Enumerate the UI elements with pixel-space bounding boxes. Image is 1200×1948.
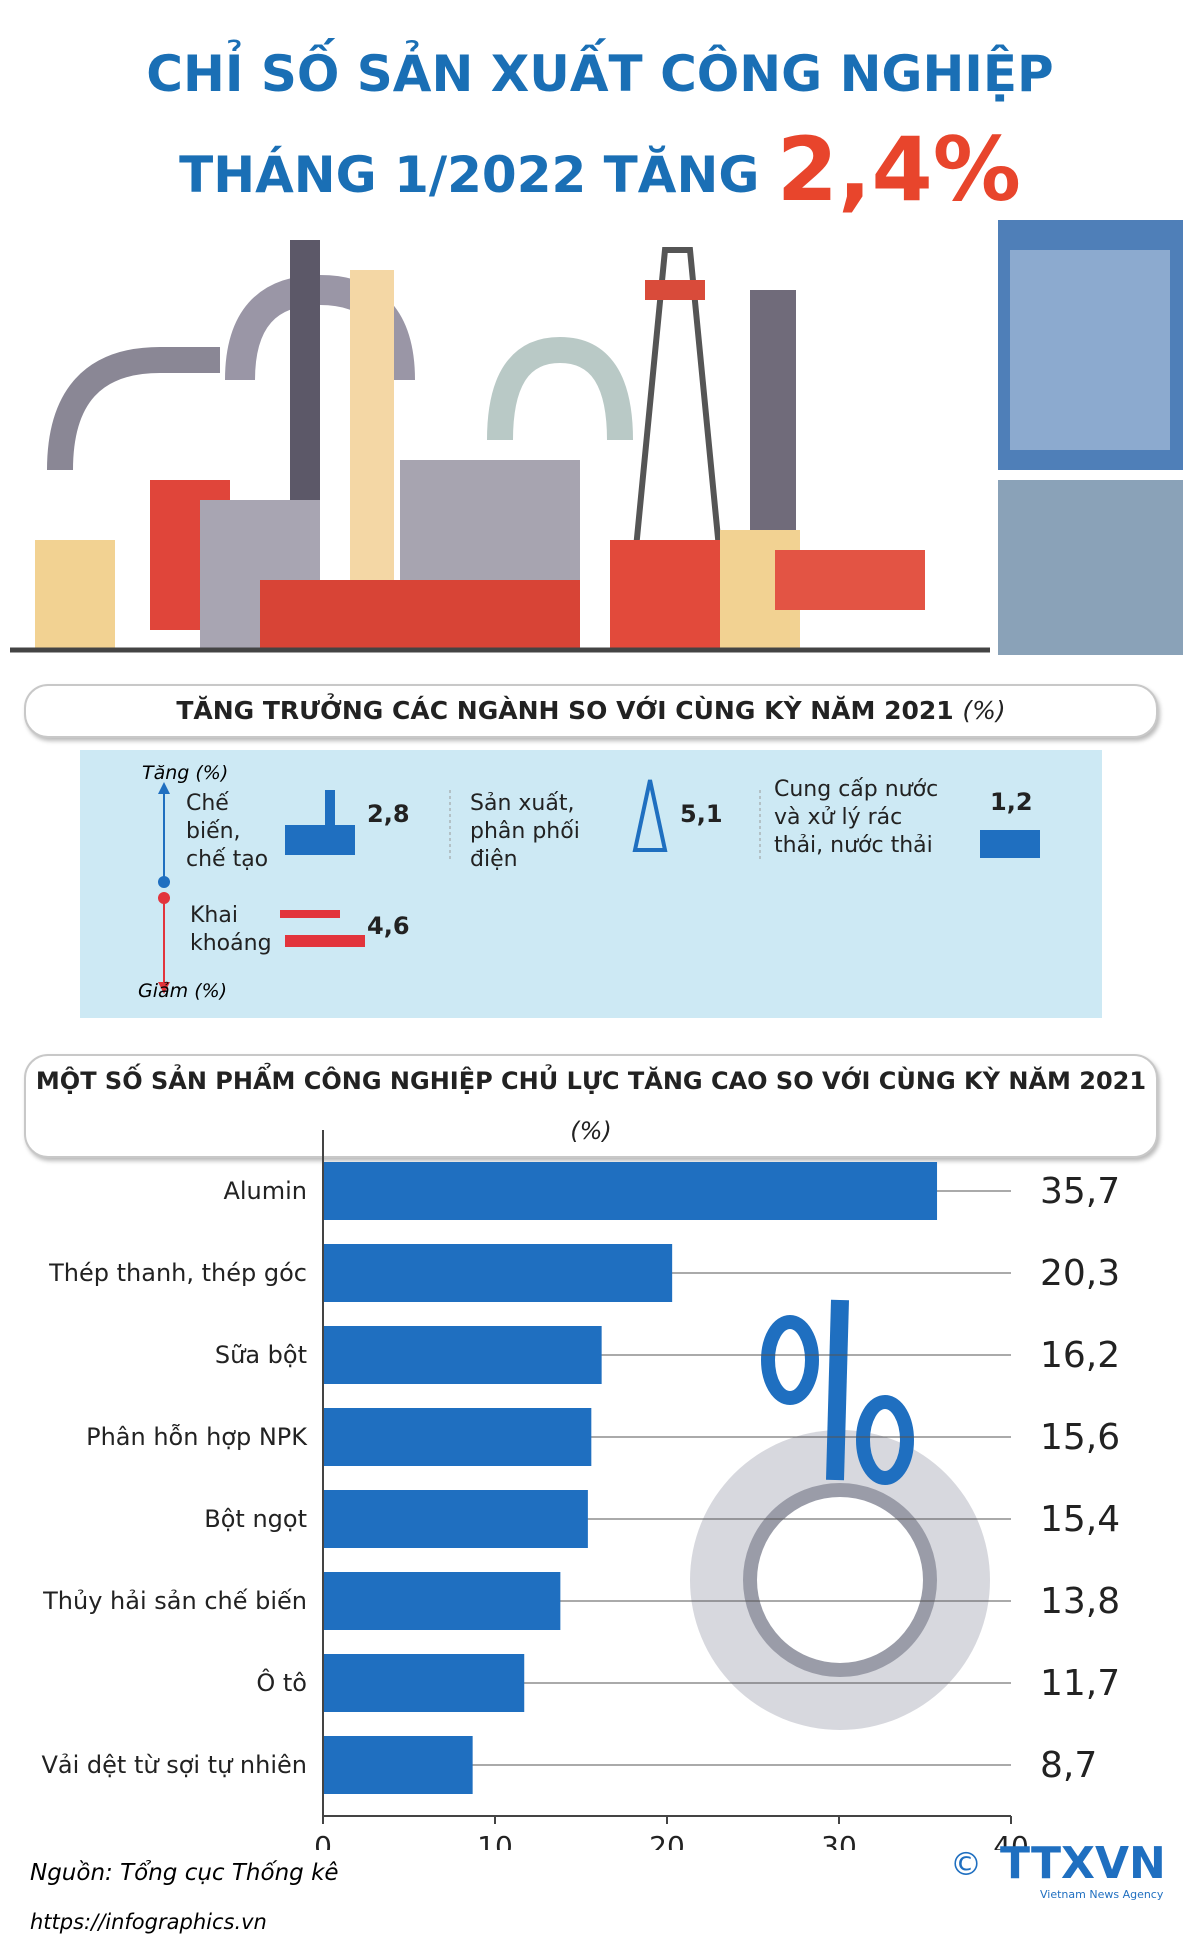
category-label: Thủy hải sản chế biến [42,1587,307,1615]
tank [610,540,720,650]
value-label: 13,8 [1040,1581,1120,1622]
source: Nguồn: Tổng cục Thống kê [30,1860,339,1886]
x-tick-label: 10 [477,1830,513,1850]
value-label: 35,7 [1040,1171,1120,1212]
sector-graphics [158,779,1040,994]
icon-truck [980,830,1040,858]
value-label: 8,7 [1040,1745,1097,1786]
value-label: 15,4 [1040,1499,1120,1540]
headline-value: 2,4% [776,118,1021,221]
category-label: Sữa bột [215,1341,307,1369]
title-line2: THÁNG 1/2022 TĂNG 2,4% [0,118,1200,221]
bar [323,1326,602,1384]
platform [775,550,925,610]
icon-factory [285,825,355,855]
dot [158,876,170,888]
bar [323,1162,938,1220]
value-label: 20,3 [1040,1253,1120,1294]
icon-pylon [632,779,668,852]
percent-sign [856,1395,914,1485]
arrow-head [158,782,170,794]
title-line1: CHỈ SỐ SẢN XUẤT CÔNG NGHIỆP [146,45,1054,103]
logo-sub: Vietnam News Agency [1040,1888,1164,1901]
category-label: Ô tô [256,1667,307,1697]
arrow-head [158,982,170,994]
bar [323,1572,561,1630]
bar [323,1244,673,1302]
tower [350,270,394,620]
category-label: Phân hỗn hợp NPK [86,1422,308,1451]
sector-heading-text: TĂNG TRƯỞNG CÁC NGÀNH SO VỚI CÙNG KỲ NĂM… [176,696,954,725]
bar [323,1654,525,1712]
bar [323,1736,473,1794]
category-label: Vải dệt từ sợi tự nhiên [41,1751,307,1779]
sector-name: Cung cấp nước và xử lý rác thải, nước th… [774,777,939,858]
dot [158,892,170,904]
derrick-band [645,280,705,300]
sector-value: 1,2 [990,788,1033,816]
category-label: Alumin [223,1177,307,1205]
gear-decoration [690,1299,990,1730]
chart-title-unit: (%) [570,1117,612,1145]
logo: TTXVN [1000,1838,1166,1889]
x-tick-label: 30 [821,1830,857,1850]
x-tick-label: 40 [993,1830,1029,1850]
sector-name: Khai khoáng [190,903,272,956]
sector-heading-unit: (%) [962,696,1006,725]
photo-factory [998,480,1183,655]
sector-name: Chế biến, chế tạo [186,791,269,872]
url[interactable]: https://infographics.vn [30,1910,267,1934]
sector-name: Sản xuất, phân phối điện [470,791,580,872]
percent-sign [761,1315,819,1405]
gear-hole [743,1483,937,1677]
bar-chart: Alumin 35,7 Thép thanh, thép góc 20,3 Sữa bộ… [41,1130,1120,1850]
increase-label: Tăng (%) [142,762,229,784]
photo-detail [1010,250,1170,450]
value-label: 16,2 [1040,1335,1120,1376]
furnace [260,580,580,650]
copyright: © [950,1845,982,1883]
value-label: 15,6 [1040,1417,1120,1458]
pipe [487,336,633,441]
sector-value: 2,8 [367,800,410,828]
sector-heading: TĂNG TRƯỞNG CÁC NGÀNH SO VỚI CÙNG KỲ NĂM… [24,684,1158,738]
icon-factory [325,790,335,825]
icon-pump [285,935,365,947]
bar [323,1490,588,1548]
chart-heading: MỘT SỐ SẢN PHẨM CÔNG NGHIỆP CHỦ LỰC TĂNG… [24,1054,1158,1158]
sector-panel: Tăng (%) Giảm (%) Chế biến, chế tạo 2,8 … [80,750,1102,1018]
x-tick-label: 20 [649,1830,685,1850]
value-label: 11,7 [1040,1663,1120,1704]
x-tick-label: 0 [314,1830,332,1850]
tank [35,540,115,650]
sector-value: 4,6 [367,912,410,940]
title-text: THÁNG 1/2022 TĂNG [179,146,760,204]
icon-pump [280,910,340,918]
decrease-label: Giảm (%) [138,980,228,1002]
sector-value: 5,1 [680,800,723,828]
chart-title: MỘT SỐ SẢN PHẨM CÔNG NGHIỆP CHỦ LỰC TĂNG… [35,1067,1147,1095]
category-label: Thép thanh, thép góc [48,1259,307,1287]
illustration [10,220,1183,655]
category-label: Bột ngọt [204,1505,307,1533]
bar [323,1408,592,1466]
percent-sign [826,1299,849,1481]
pipe [47,347,220,471]
